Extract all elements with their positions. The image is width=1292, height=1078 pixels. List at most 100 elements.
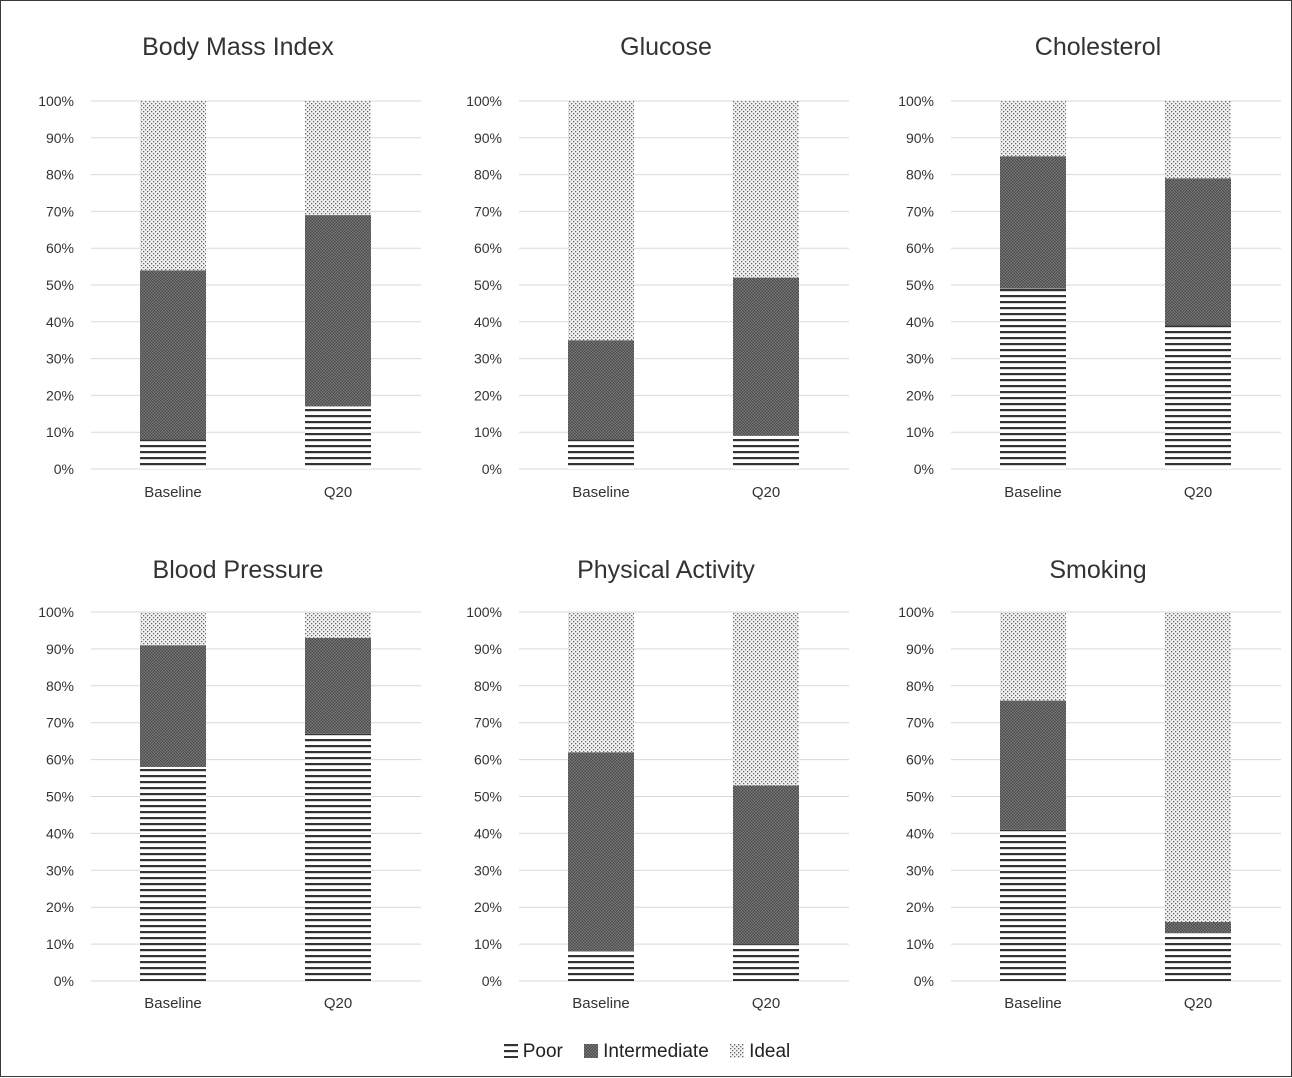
y-tick-label: 60% [474,752,502,768]
y-tick-label: 20% [474,899,502,915]
legend-label-intermediate: Intermediate [603,1041,709,1062]
y-tick-label: 20% [474,387,502,403]
bar-segment-poor [1000,288,1066,469]
bar-segment-poor [1000,829,1066,981]
chart-panel: Glucose 0% 10% 20% 30% 40% 50% 60% 70% 80% 90% 100%… [466,33,849,501]
bar-segment-ideal [1000,101,1066,157]
bar-segment-ideal [733,101,799,278]
y-tick-label: 60% [474,240,502,256]
y-tick-label: 70% [906,203,934,219]
y-tick-label: 60% [46,240,74,256]
chart-legend: Poor Intermediate Ideal [1,1041,1292,1063]
y-tick-label: 30% [46,351,74,367]
bar-segment-poor [1165,933,1231,981]
y-tick-label: 30% [474,862,502,878]
x-category-label: Baseline [572,484,630,501]
bar-segment-poor [305,406,371,469]
y-tick-label: 0% [54,973,74,989]
y-tick-label: 100% [38,93,74,109]
y-tick-label: 30% [906,862,934,878]
chart-panel: Physical Activity 0% 10% 20% 30% 40% 50% 60% 70%… [466,556,849,1012]
legend-label-ideal: Ideal [749,1041,791,1062]
y-tick-label: 0% [914,973,934,989]
chart-title: Blood Pressure [153,556,324,584]
legend-swatch-ideal [730,1044,745,1058]
bar-segment-intermediate [1165,921,1231,934]
y-tick-label: 80% [474,678,502,694]
x-category-label: Q20 [324,995,352,1012]
bar-segment-poor [140,439,206,469]
bar-segment-ideal [305,612,371,638]
bar-segment-intermediate [1165,178,1231,326]
bar-segment-poor [1165,325,1231,469]
y-tick-label: 40% [474,314,502,330]
y-tick-label: 70% [906,715,934,731]
y-tick-label: 70% [46,203,74,219]
chart-title: Body Mass Index [142,33,334,61]
y-tick-label: 70% [474,715,502,731]
bar-segment-intermediate [733,277,799,436]
y-tick-label: 80% [474,167,502,183]
x-category-label: Q20 [752,484,780,501]
bar-segment-intermediate [1000,700,1066,830]
y-tick-label: 50% [46,277,74,293]
bar-segment-ideal [140,612,206,646]
y-tick-label: 100% [38,604,74,620]
bar-segment-poor [140,766,206,981]
bar-segment-intermediate [568,340,634,440]
bar-segment-poor [568,439,634,469]
y-tick-label: 60% [906,240,934,256]
y-tick-label: 90% [906,130,934,146]
y-tick-label: 30% [46,862,74,878]
y-tick-label: 50% [46,789,74,805]
y-tick-label: 30% [474,351,502,367]
legend-swatch-poor [503,1044,518,1058]
legend-label-poor: Poor [522,1041,563,1062]
bar-segment-intermediate [733,785,799,945]
x-category-label: Baseline [144,484,202,501]
y-tick-label: 90% [474,641,502,657]
y-tick-label: 70% [46,715,74,731]
legend-swatch-intermediate [584,1044,599,1058]
bar-segment-ideal [568,612,634,753]
chart-title: Glucose [620,33,712,61]
y-tick-label: 20% [906,387,934,403]
y-tick-label: 100% [898,93,934,109]
y-tick-label: 10% [46,424,74,440]
y-tick-label: 40% [474,825,502,841]
y-tick-label: 90% [906,641,934,657]
chart-panel: Cholesterol 0% 10% 20% 30% 40% 50% 60% 70% 80% 90%… [898,33,1281,501]
x-category-label: Q20 [324,484,352,501]
y-tick-label: 50% [906,277,934,293]
bar-segment-ideal [733,612,799,786]
chart-panel: Body Mass Index 0% 10% 20% 30% 40% 50% 60% 70% 80… [38,33,421,501]
bar-segment-poor [733,435,799,469]
y-tick-label: 80% [906,167,934,183]
y-tick-label: 10% [474,424,502,440]
y-tick-label: 40% [906,314,934,330]
y-tick-label: 90% [46,641,74,657]
y-tick-label: 70% [474,203,502,219]
bar-segment-intermediate [140,645,206,767]
y-tick-label: 60% [46,752,74,768]
legend-item-intermediate: Intermediate [584,1041,709,1063]
y-tick-label: 0% [914,461,934,477]
bar-segment-ideal [305,101,371,216]
bar-segment-ideal [568,101,634,341]
y-tick-label: 20% [46,387,74,403]
chart-panel: Blood Pressure 0% 10% 20% 30% 40% 50% 60% 70% 80%… [38,556,421,1012]
bar-segment-intermediate [140,270,206,440]
y-tick-label: 60% [906,752,934,768]
y-tick-label: 40% [46,314,74,330]
bar-segment-poor [733,944,799,981]
x-category-label: Q20 [1184,484,1212,501]
y-tick-label: 10% [46,936,74,952]
y-tick-label: 0% [482,973,502,989]
chart-title: Physical Activity [577,556,755,584]
bar-segment-ideal [1165,101,1231,179]
y-tick-label: 10% [906,424,934,440]
chart-panel: Smoking 0% 10% 20% 30% 40% 50% 60% 70% 80% 90% 100%… [898,556,1281,1012]
legend-item-ideal: Ideal [730,1041,790,1063]
